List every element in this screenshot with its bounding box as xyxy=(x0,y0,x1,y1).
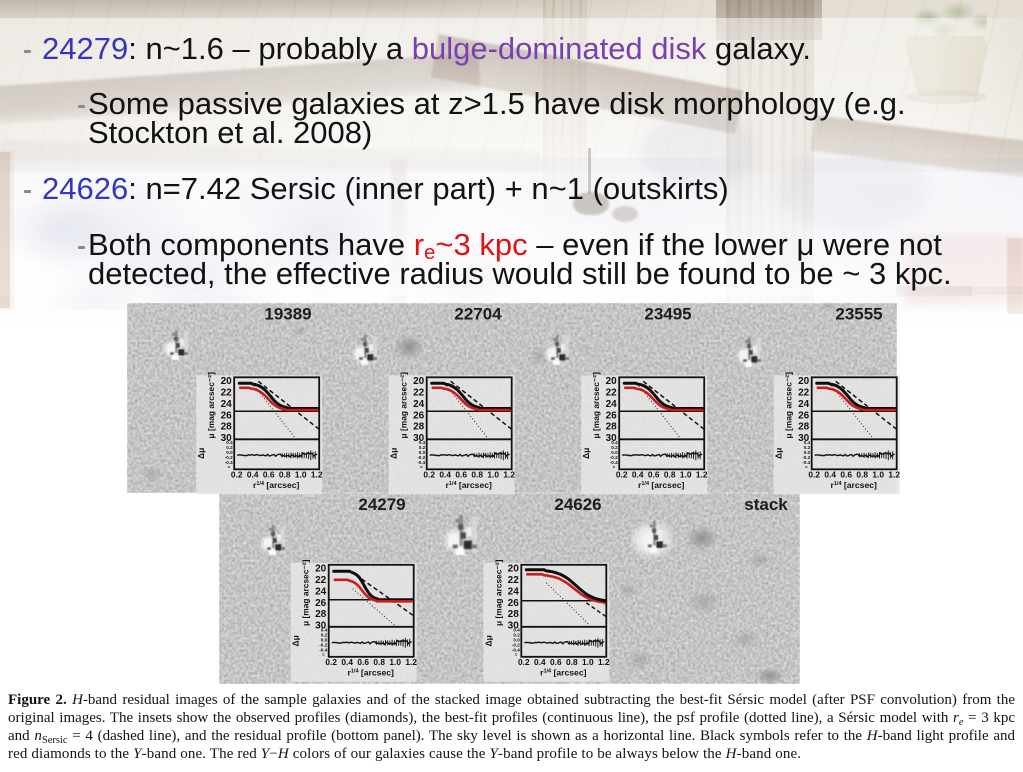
svg-text:24279: 24279 xyxy=(358,495,405,514)
svg-text:23495: 23495 xyxy=(644,305,691,324)
svg-text:stack: stack xyxy=(744,495,788,514)
svg-text:24626: 24626 xyxy=(554,495,601,514)
svg-text:19389: 19389 xyxy=(264,305,311,324)
svg-text:22704: 22704 xyxy=(454,305,502,324)
svg-text:23555: 23555 xyxy=(835,305,882,324)
